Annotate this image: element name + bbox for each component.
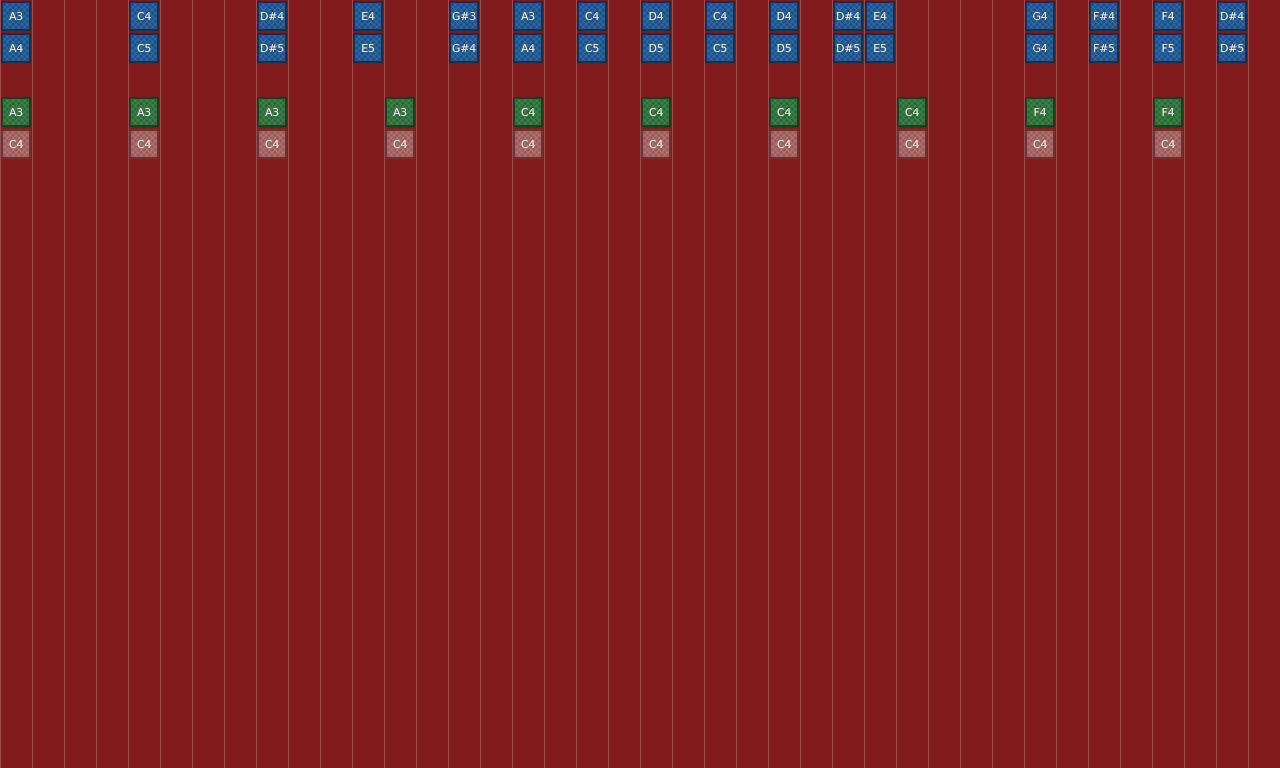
melody-note[interactable]: A3 [513,1,543,31]
melody-octave-note[interactable]: D5 [769,33,799,63]
melody-octave-note[interactable]: D5 [641,33,671,63]
bass-note[interactable]: C4 [129,129,159,159]
melody-note[interactable]: D4 [769,1,799,31]
melody-octave-note[interactable]: C5 [577,33,607,63]
chord-note[interactable]: C4 [769,97,799,127]
melody-note[interactable]: G#3 [449,1,479,31]
melody-note[interactable]: D4 [641,1,671,31]
melody-octave-note[interactable]: C5 [705,33,735,63]
bass-note[interactable]: C4 [513,129,543,159]
chord-note[interactable]: C4 [897,97,927,127]
melody-note[interactable]: E4 [353,1,383,31]
melody-octave-note[interactable]: A4 [513,33,543,63]
bass-note[interactable]: C4 [1,129,31,159]
melody-note[interactable]: E4 [865,1,895,31]
bass-note[interactable]: C4 [1153,129,1183,159]
melody-note[interactable]: F#4 [1089,1,1119,31]
chord-note[interactable]: F4 [1153,97,1183,127]
melody-octave-note[interactable]: F5 [1153,33,1183,63]
chord-note[interactable]: F4 [1025,97,1055,127]
bass-note[interactable]: C4 [257,129,287,159]
melody-octave-note[interactable]: D#5 [833,33,863,63]
melody-note[interactable]: G4 [1025,1,1055,31]
melody-octave-note[interactable]: G#4 [449,33,479,63]
bass-note[interactable]: C4 [769,129,799,159]
chord-note[interactable]: C4 [641,97,671,127]
melody-note[interactable]: D#4 [257,1,287,31]
chord-note[interactable]: C4 [513,97,543,127]
chord-note[interactable]: A3 [257,97,287,127]
melody-note[interactable]: A3 [1,1,31,31]
melody-note[interactable]: D#4 [1217,1,1247,31]
melody-octave-note[interactable]: E5 [353,33,383,63]
bass-note[interactable]: C4 [385,129,415,159]
melody-note[interactable]: C4 [129,1,159,31]
melody-note[interactable]: C4 [577,1,607,31]
chord-note[interactable]: A3 [129,97,159,127]
melody-octave-note[interactable]: C5 [129,33,159,63]
melody-octave-note[interactable]: E5 [865,33,895,63]
melody-note[interactable]: D#4 [833,1,863,31]
melody-octave-note[interactable]: D#5 [1217,33,1247,63]
chord-note[interactable]: A3 [385,97,415,127]
bass-note[interactable]: C4 [641,129,671,159]
bass-note[interactable]: C4 [1025,129,1055,159]
melody-note[interactable]: F4 [1153,1,1183,31]
melody-note[interactable]: C4 [705,1,735,31]
bass-note[interactable]: C4 [897,129,927,159]
melody-octave-note[interactable]: A4 [1,33,31,63]
melody-octave-note[interactable]: D#5 [257,33,287,63]
melody-octave-note[interactable]: G4 [1025,33,1055,63]
melody-octave-note[interactable]: F#5 [1089,33,1119,63]
chord-note[interactable]: A3 [1,97,31,127]
